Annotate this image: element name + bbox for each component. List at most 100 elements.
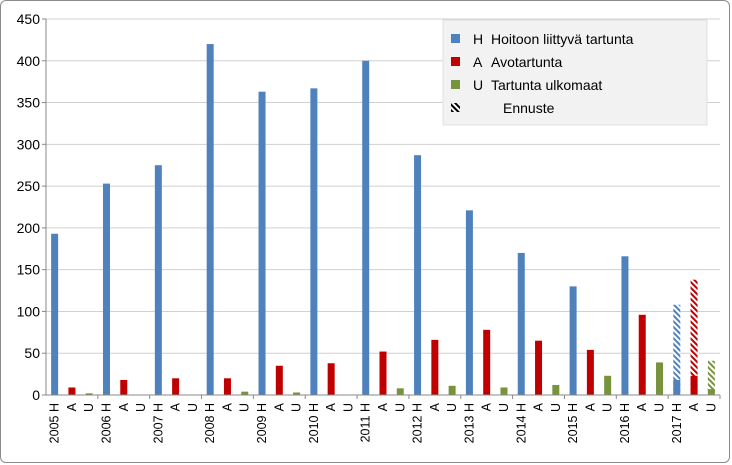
x-tick-label-2006-U: U [134,403,148,412]
x-tick-label-2005-U: U [82,403,96,412]
x-tick-label-2017-U: U [704,403,718,412]
legend-label-H: Hoitoon liittyvä tartunta [491,31,634,47]
bar-2015-H [569,286,577,395]
bar-2013-U [500,387,508,395]
x-tick-label-2014-H: 2014 H [514,403,528,443]
x-tick-label-2015-U: U [601,403,615,412]
y-tick-label-0: 0 [32,387,40,403]
bar-2006-A [120,379,128,395]
legend-label-A: Avotartunta [491,54,563,70]
y-tick-label-400: 400 [17,53,41,69]
y-tick-label-200: 200 [17,220,41,236]
x-tick-label-2005-A: A [65,402,79,411]
x-tick-label-2007-H: 2007 H [151,403,165,443]
legend-swatch-H [451,34,460,43]
x-tick-label-2008-A: A [220,402,234,411]
x-tick-label-2012-H: 2012 H [411,403,425,443]
x-tick-label-2013-U: U [497,403,511,412]
x-tick-label-2012-A: A [428,402,442,411]
x-tick-label-2010-H: 2010 H [307,403,321,443]
bar-2005-U [85,393,93,395]
y-axis-ticks: 0 50 100 150 200 250 300 350 400 450 [17,11,41,403]
x-tick-label-2006-H: 2006 H [99,403,113,443]
x-tick-label-2007-U: U [186,403,200,412]
x-tick-label-2006-A: A [117,402,131,411]
y-tick-label-350: 350 [17,95,41,111]
y-tick-label-150: 150 [17,262,41,278]
forecast-bar-2017-H [673,304,681,395]
x-tick-label-2017-A: A [687,402,701,411]
bar-2015-U [604,375,612,395]
forecast-bar-2017-U [707,360,715,395]
forecast-bar-2017-A [690,279,698,395]
bar-2007-A [172,378,180,395]
bar-2009-A [275,365,283,395]
y-tick-label-50: 50 [24,345,40,361]
bar-2012-U [448,385,456,395]
x-tick-label-2010-U: U [341,403,355,412]
legend-label-U: Tartunta ulkomaat [491,77,602,93]
bar-2011-A [379,351,387,395]
bar-2014-A [535,340,543,395]
bar-2011-U [396,388,404,395]
bar-2008-A [223,378,231,395]
x-tick-label-2016-H: 2016 H [618,403,632,443]
bar-2012-H [414,155,422,395]
legend-swatch-forecast [451,103,460,112]
legend-code-A: A [473,54,483,70]
bar-2007-H [154,165,162,395]
y-tick-label-250: 250 [17,178,41,194]
x-tick-label-2012-U: U [445,403,459,412]
x-tick-label-2008-H: 2008 H [203,403,217,443]
y-tick-label-300: 300 [17,136,41,152]
x-tick-label-2011-A: A [376,402,390,411]
legend-label-forecast: Ennuste [503,100,555,116]
legend-box [442,19,708,126]
legend-swatch-A [451,57,460,66]
bar-2017-U [707,389,715,395]
bar-2017-H [673,379,681,395]
bar-2014-U [552,384,560,395]
bar-2016-A [638,314,646,395]
bar-2015-A [586,349,594,395]
bar-2013-H [465,210,473,395]
x-tick-label-2015-H: 2015 H [566,403,580,443]
x-tick-label-2013-H: 2013 H [462,403,476,443]
bar-2008-H [206,44,214,396]
bar-2011-H [362,60,370,396]
x-tick-label-2011-H: 2011 H [359,403,373,442]
legend: H Hoitoon liittyvä tartunta A Avotartunta U T… [442,19,708,126]
bar-2010-A [327,363,335,395]
bar-2005-A [68,387,76,395]
bar-2014-H [517,252,525,395]
y-tick-label-450: 450 [17,11,41,27]
x-tick-label-2008-U: U [238,403,252,412]
legend-code-H: H [473,31,483,47]
x-tick-label-2016-A: A [635,402,649,411]
x-tick-label-2009-A: A [272,402,286,411]
x-tick-label-2016-U: U [653,403,667,412]
x-tick-label-2014-A: A [532,402,546,411]
x-tick-label-2014-U: U [549,403,563,412]
bar-2009-U [293,392,301,395]
bar-2012-A [431,339,439,395]
bar-2017-A [690,375,698,395]
x-tick-label-2009-H: 2009 H [255,403,269,443]
y-tick-label-100: 100 [17,303,41,319]
bar-2005-H [51,233,59,395]
bar-2008-U [241,391,249,395]
bar-2009-H [258,91,266,396]
x-tick-label-2011-U: U [393,403,407,412]
bar-2013-A [483,329,491,395]
x-tick-label-2013-A: A [480,402,494,411]
bars [51,44,715,396]
bar-2006-H [102,183,110,395]
x-tick-label-2010-A: A [324,402,338,411]
bar-2016-H [621,256,629,395]
bar-2016-U [656,362,664,395]
x-tick-label-2007-A: A [169,402,183,411]
bar-2010-H [310,88,318,396]
legend-swatch-U [451,80,460,89]
